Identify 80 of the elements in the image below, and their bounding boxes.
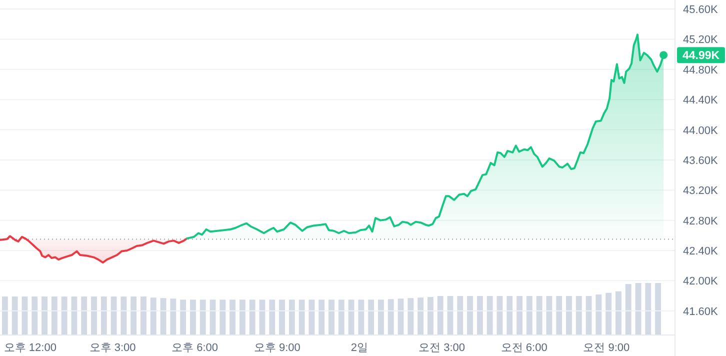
bar	[110, 296, 117, 335]
bar	[596, 294, 602, 335]
bar	[378, 300, 384, 335]
bar	[180, 300, 186, 335]
bar	[368, 300, 374, 335]
y-tick-label: 44.00K	[683, 124, 719, 137]
bar	[279, 300, 285, 335]
bar	[476, 296, 483, 335]
x-tick-label: 오후 9:00	[254, 342, 300, 354]
y-tick-label: 42.00K	[683, 276, 719, 288]
bar	[91, 296, 97, 335]
bar	[348, 300, 354, 335]
x-tick-label: 2일	[350, 342, 368, 354]
x-tick-label: 오후 12:00	[4, 342, 56, 354]
bar	[427, 297, 434, 335]
x-tick-label: 오전 3:00	[418, 342, 466, 354]
bar	[249, 300, 256, 335]
bar	[616, 291, 622, 335]
bar	[220, 300, 226, 335]
bar	[130, 296, 137, 335]
bar	[338, 300, 344, 335]
bar	[546, 296, 552, 335]
x-tick-label: 오후 6:00	[172, 342, 218, 354]
bar	[506, 296, 513, 335]
bar	[328, 300, 334, 335]
bar	[437, 296, 444, 335]
bar	[536, 296, 542, 335]
bar	[81, 296, 88, 335]
bar	[100, 296, 107, 335]
bar	[318, 300, 325, 335]
bar	[2, 296, 8, 335]
y-tick-label: 43.20K	[683, 185, 719, 198]
y-tick-label: 45.20K	[683, 34, 719, 46]
bar	[408, 298, 414, 335]
x-tick-label: 오전 9:00	[583, 342, 630, 354]
bar	[556, 296, 562, 335]
bar	[308, 300, 315, 335]
x-tick-label: 오후 3:00	[89, 342, 136, 354]
bar	[645, 283, 652, 335]
bar	[288, 300, 295, 335]
bar	[269, 300, 276, 335]
bar	[150, 298, 156, 335]
bar	[51, 296, 58, 335]
bar	[606, 292, 612, 335]
bar	[635, 283, 642, 335]
annotation: 44.99K	[682, 50, 720, 62]
bar	[388, 299, 394, 335]
y-tick-label: 43.60K	[683, 154, 719, 167]
bar	[12, 296, 18, 335]
bar	[239, 300, 246, 335]
bar	[566, 296, 572, 335]
bar	[140, 296, 146, 335]
bar	[586, 296, 592, 335]
bar	[655, 283, 662, 335]
bar	[486, 296, 493, 335]
bar	[467, 296, 474, 335]
bar	[120, 296, 127, 335]
bar	[71, 296, 78, 335]
bar	[42, 296, 48, 335]
bar	[418, 298, 424, 335]
bar	[230, 300, 236, 335]
bar	[298, 300, 305, 335]
y-tick-label: 42.80K	[683, 215, 719, 228]
bar	[516, 296, 522, 335]
bar	[625, 284, 632, 335]
bar	[457, 296, 464, 335]
bar	[170, 298, 176, 335]
bar	[61, 296, 68, 335]
y-tick-label: 42.40K	[683, 245, 719, 258]
bar	[190, 300, 196, 335]
bar	[200, 300, 206, 335]
y-tick-label: 41.60K	[683, 306, 719, 318]
bar	[358, 300, 364, 335]
bar	[576, 296, 582, 335]
y-tick-label: 45.60K	[683, 4, 719, 16]
bar	[526, 296, 532, 335]
x-tick-label: 오전 6:00	[500, 342, 548, 354]
bar	[32, 296, 38, 335]
y-tick-label: 44.40K	[683, 94, 719, 107]
y-tick-label: 44.80K	[683, 64, 719, 76]
